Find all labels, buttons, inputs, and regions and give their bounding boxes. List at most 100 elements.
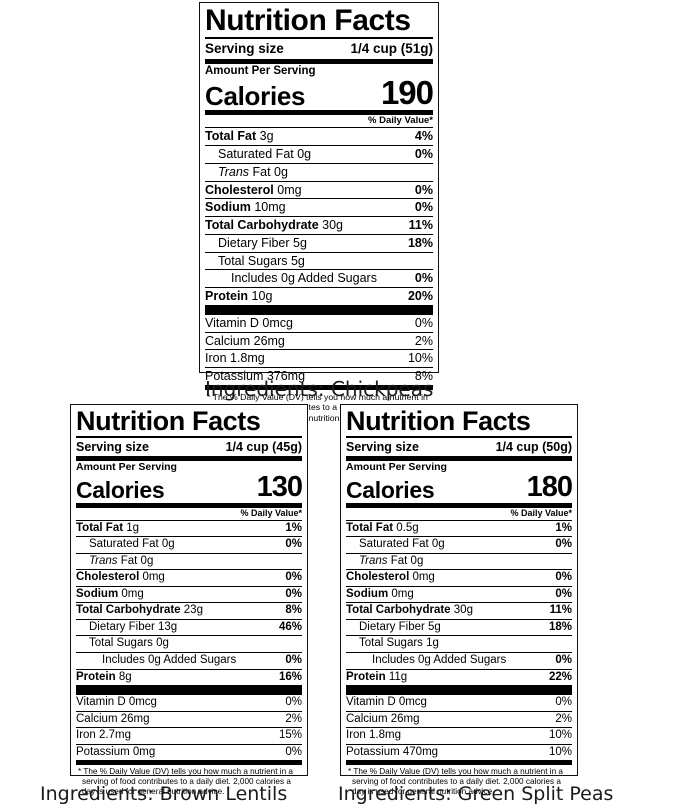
nutrient-name: Cholesterol 0mg bbox=[346, 571, 435, 584]
calories-row: Calories 190 bbox=[205, 74, 434, 115]
divider-thick bbox=[205, 304, 433, 315]
nutrient-name: Includes 0g Added Sugars bbox=[372, 654, 507, 667]
micronutrient-name: Vitamin D 0mcg bbox=[205, 315, 293, 330]
nutrient-name: Trans Fat 0g bbox=[218, 164, 288, 179]
micronutrient-rows: Vitamin D 0mcg 0% Calcium 26mg 2% Iron 2.7mg… bbox=[76, 695, 302, 760]
micronutrient-row: Vitamin D 0mcg 0% bbox=[76, 695, 302, 712]
nutrient-name: Sodium 0mg bbox=[346, 587, 414, 600]
nutrient-name: Total Sugars 0g bbox=[89, 637, 169, 650]
daily-value: 0% bbox=[414, 315, 433, 330]
daily-value: 11% bbox=[549, 604, 572, 617]
nutrient-name: Total Carbohydrate 23g bbox=[76, 604, 203, 617]
calories-value: 190 bbox=[380, 74, 434, 112]
ingredients-caption-green-split-peas: Ingredients: Green Split Peas bbox=[338, 783, 614, 805]
ingredients-caption-chickpeas: Ingredients: Chickpeas bbox=[205, 377, 434, 401]
serving-size-value: 1/4 cup (45g) bbox=[225, 439, 302, 454]
daily-value: 0% bbox=[414, 147, 433, 162]
daily-value: 0% bbox=[285, 696, 302, 709]
daily-value: 0% bbox=[555, 654, 572, 667]
micronutrient-name: Iron 1.8mg bbox=[205, 351, 265, 366]
nutrient-name: Protein 10g bbox=[205, 289, 273, 304]
amount-per-serving-label: Amount Per Serving bbox=[76, 461, 177, 474]
daily-value: 0% bbox=[555, 538, 572, 551]
nutrient-name: Total Fat 1g bbox=[76, 521, 140, 534]
nutrient-row: Trans Fat 0g bbox=[205, 164, 433, 182]
serving-size-row: Serving size 1/4 cup (45g) bbox=[76, 439, 302, 462]
nutrient-row: Total Fat 1g 1% bbox=[76, 521, 302, 538]
nutrient-row: Dietary Fiber 5g 18% bbox=[346, 620, 572, 637]
micronutrient-name: Iron 2.7mg bbox=[76, 729, 131, 742]
daily-value: 46% bbox=[278, 620, 302, 633]
micronutrient-name: Potassium 376mg bbox=[205, 369, 306, 384]
nutrient-row: Total Carbohydrate 23g 8% bbox=[76, 603, 302, 620]
calories-label: Calories bbox=[76, 476, 165, 503]
nutrient-name: Dietary Fiber 5g bbox=[359, 620, 441, 633]
calories-value: 180 bbox=[526, 470, 573, 503]
nutrient-row: Includes 0g Added Sugars 0% bbox=[76, 653, 302, 670]
daily-value: 18% bbox=[548, 620, 572, 633]
calories-row: Calories 180 bbox=[346, 470, 573, 508]
nutrient-name: Saturated Fat 0g bbox=[89, 538, 175, 551]
daily-value: 10% bbox=[548, 745, 572, 758]
nutrient-row: Total Carbohydrate 30g 11% bbox=[346, 603, 572, 620]
nutrient-name: Protein 8g bbox=[76, 670, 132, 683]
serving-size-label: Serving size bbox=[346, 439, 419, 454]
nutrient-name: Total Sugars 5g bbox=[218, 253, 305, 268]
nutrient-row: Includes 0g Added Sugars 0% bbox=[205, 270, 433, 289]
nutrition-facts-panel-green-split-peas: Nutrition Facts Serving size 1/4 cup (50… bbox=[340, 404, 578, 796]
daily-value: 18% bbox=[407, 235, 433, 250]
nutrient-row: Trans Fat 0g bbox=[346, 554, 572, 571]
daily-value: 0% bbox=[555, 571, 572, 584]
daily-value-header: % Daily Value* bbox=[346, 508, 572, 521]
serving-size-label: Serving size bbox=[76, 439, 149, 454]
calories-label: Calories bbox=[205, 80, 306, 111]
daily-value: 0% bbox=[285, 538, 302, 551]
calories-row: Calories 130 bbox=[76, 470, 303, 508]
daily-value: 0% bbox=[414, 182, 433, 197]
nutrient-row: Total Fat 0.5g 1% bbox=[346, 521, 572, 538]
daily-value: 2% bbox=[414, 333, 433, 348]
nutrient-row: Saturated Fat 0g 0% bbox=[205, 146, 433, 164]
micronutrient-row: Calcium 26mg 2% bbox=[205, 333, 433, 351]
calories-value: 130 bbox=[256, 470, 303, 503]
serving-size-row: Serving size 1/4 cup (50g) bbox=[346, 439, 572, 462]
micronutrient-row: Iron 1.8mg 10% bbox=[346, 728, 572, 745]
daily-value: 10% bbox=[407, 351, 433, 366]
daily-value: 10% bbox=[548, 729, 572, 742]
nutrient-row: Cholesterol 0mg 0% bbox=[346, 570, 572, 587]
daily-value: 22% bbox=[548, 670, 572, 683]
daily-value-header: % Daily Value* bbox=[205, 115, 433, 129]
micronutrient-name: Iron 1.8mg bbox=[346, 729, 401, 742]
daily-value: 1% bbox=[285, 521, 302, 534]
daily-value: 1% bbox=[555, 521, 572, 534]
daily-value-footnote: * The % Daily Value (DV) tells you how m… bbox=[348, 767, 563, 797]
daily-value: 20% bbox=[407, 289, 433, 304]
micronutrient-name: Calcium 26mg bbox=[346, 712, 420, 725]
nutrient-row: Total Sugars 1g bbox=[346, 636, 572, 654]
daily-value: 0% bbox=[285, 745, 302, 758]
daily-value: 0% bbox=[555, 696, 572, 709]
nutrient-row: Total Fat 3g 4% bbox=[205, 128, 433, 147]
daily-value: 15% bbox=[278, 729, 302, 742]
nutrient-row: Saturated Fat 0g 0% bbox=[346, 537, 572, 554]
daily-value: 11% bbox=[408, 218, 433, 233]
nutrition-facts-title: Nutrition Facts bbox=[205, 5, 433, 39]
nutrient-name: Dietary Fiber 13g bbox=[89, 620, 178, 633]
nutrient-name: Cholesterol 0mg bbox=[205, 182, 302, 197]
nutrient-row: Cholesterol 0mg 0% bbox=[205, 182, 433, 200]
nutrient-rows: Total Fat 0.5g 1% Saturated Fat 0g 0% Trans … bbox=[346, 521, 572, 686]
daily-value: 0% bbox=[555, 587, 572, 600]
micronutrient-row: Calcium 26mg 2% bbox=[346, 712, 572, 729]
nutrient-row: Dietary Fiber 5g 18% bbox=[205, 235, 433, 253]
nutrient-row: Sodium 10mg 0% bbox=[205, 199, 433, 218]
micronutrient-row: Vitamin D 0mcg 0% bbox=[346, 695, 572, 712]
nutrition-facts-title: Nutrition Facts bbox=[346, 407, 572, 438]
nutrient-name: Includes 0g Added Sugars bbox=[102, 654, 237, 667]
micronutrient-rows: Vitamin D 0mcg 0% Calcium 26mg 2% Iron 1.8mg… bbox=[346, 695, 572, 760]
daily-value-header: % Daily Value* bbox=[76, 508, 302, 521]
nutrient-rows: Total Fat 3g 4% Saturated Fat 0g 0% Trans Fa… bbox=[205, 128, 433, 305]
daily-value-footnote: * The % Daily Value (DV) tells you how m… bbox=[78, 767, 293, 797]
nutrient-row: Saturated Fat 0g 0% bbox=[76, 537, 302, 554]
daily-value: 0% bbox=[285, 571, 302, 584]
daily-value: 8% bbox=[414, 369, 433, 384]
